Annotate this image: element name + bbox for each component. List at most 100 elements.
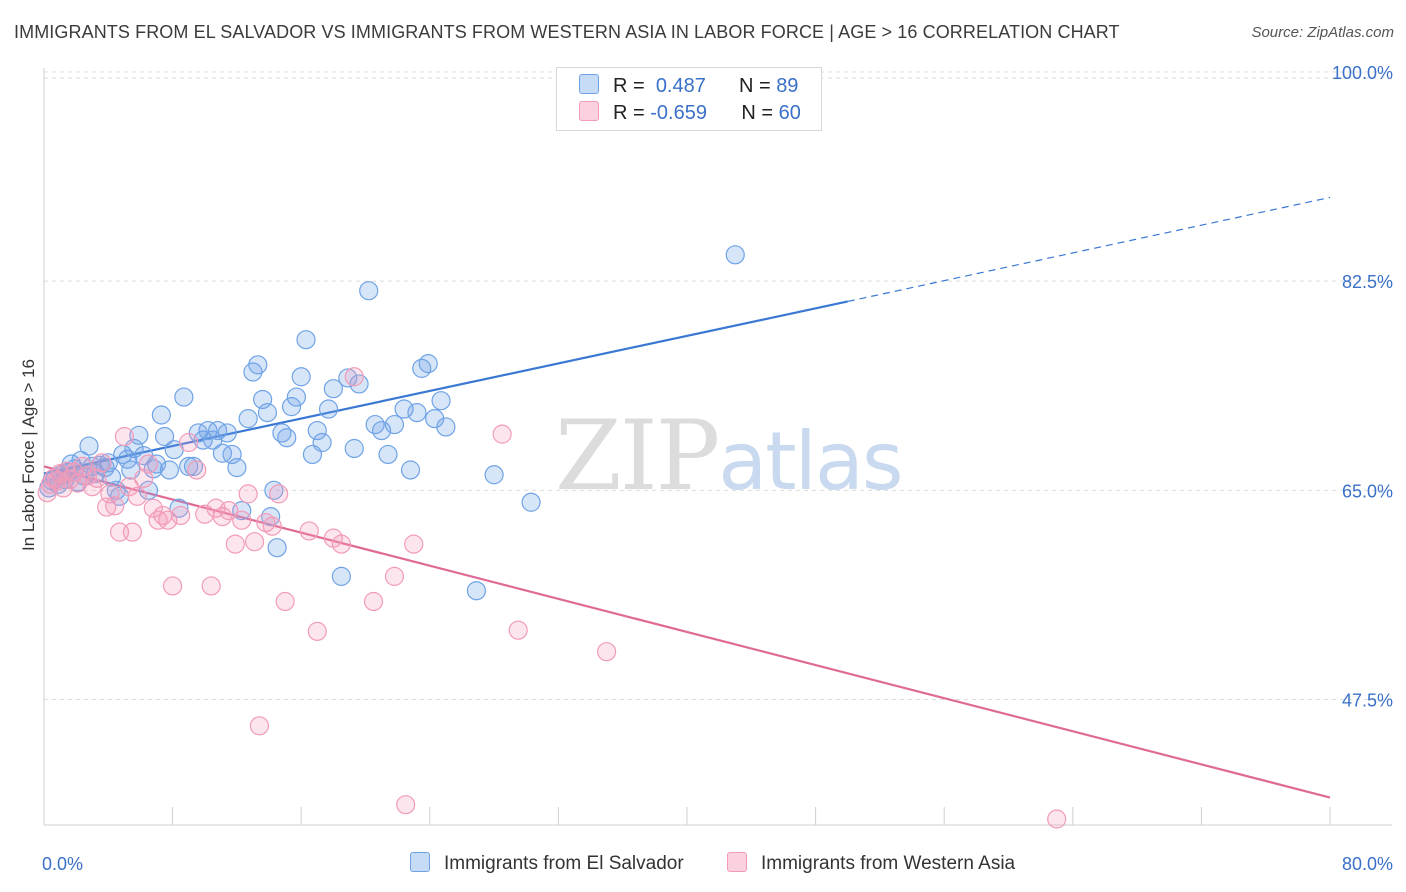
point-western-asia xyxy=(122,522,143,542)
bottom-legend-western-asia: Immigrants from Western Asia xyxy=(727,852,1015,875)
legend-swatch-western-asia xyxy=(579,101,599,121)
point-western-asia xyxy=(275,591,295,612)
point-western-asia xyxy=(114,426,134,447)
point-el-salvador xyxy=(291,367,311,387)
trend-line-el-salvador-extension xyxy=(847,196,1331,303)
point-el-salvador xyxy=(248,355,268,375)
point-el-salvador xyxy=(169,498,189,518)
legend-n-label: N = xyxy=(738,75,771,97)
point-el-salvador xyxy=(183,456,204,477)
legend-n-value: 89 xyxy=(776,75,799,97)
point-western-asia xyxy=(201,576,221,596)
bottom-legend-label-el-salvador: Immigrants from El Salvador xyxy=(444,853,684,874)
point-el-salvador xyxy=(193,430,213,450)
point-el-salvador xyxy=(466,581,487,601)
point-western-asia xyxy=(105,496,125,516)
point-el-salvador xyxy=(521,492,541,512)
point-el-salvador xyxy=(296,330,316,350)
point-el-salvador xyxy=(400,460,421,480)
point-western-asia xyxy=(508,620,528,640)
point-el-salvador xyxy=(318,399,339,419)
point-el-salvador xyxy=(384,414,405,435)
point-el-salvador xyxy=(338,368,358,388)
x-tick-label: 0.0% xyxy=(42,854,83,874)
y-axis-label: In Labor Force | Age > 16 xyxy=(19,359,38,551)
legend-n-label: N = xyxy=(741,102,774,124)
point-western-asia xyxy=(384,566,405,586)
y-tick-label: 82.5% xyxy=(1342,272,1393,292)
point-western-asia xyxy=(92,453,112,473)
tick-labels: 100.0% 82.5% 65.0% 47.5% 0.0% 80.0% xyxy=(42,63,1393,874)
point-western-asia xyxy=(138,454,159,474)
legend-row-el-salvador: R = 0.487 N = 89 xyxy=(579,74,798,100)
point-western-asia xyxy=(87,468,107,488)
watermark: ZIPatlas xyxy=(555,400,904,512)
point-el-salvador xyxy=(159,460,179,480)
point-western-asia xyxy=(299,521,319,541)
point-el-salvador xyxy=(129,425,149,445)
point-el-salvador xyxy=(407,403,427,423)
point-western-asia xyxy=(163,576,183,596)
trend-lines xyxy=(43,196,1331,799)
point-el-salvador xyxy=(286,387,306,407)
point-el-salvador xyxy=(198,420,218,441)
point-western-asia xyxy=(127,486,147,506)
data-points xyxy=(37,245,1067,829)
legend-r-value: -0.659 xyxy=(650,102,707,124)
point-el-salvador xyxy=(217,423,237,443)
watermark-zip: ZIP xyxy=(555,400,720,512)
bottom-legend-el-salvador: Immigrants from El Salvador xyxy=(410,852,684,875)
point-western-asia xyxy=(331,534,351,554)
point-el-salvador xyxy=(277,428,297,448)
point-el-salvador xyxy=(484,465,504,485)
legend-r-label: R = xyxy=(613,102,645,124)
point-el-salvador xyxy=(331,566,351,586)
point-western-asia xyxy=(363,591,384,612)
legend-swatch-el-salvador xyxy=(579,74,599,94)
point-western-asia xyxy=(404,534,424,554)
correlation-legend: R = 0.487 N = 89 R = -0.659 N = 60 xyxy=(556,67,822,131)
point-el-salvador xyxy=(359,281,379,301)
bottom-legend-swatch-western-asia xyxy=(727,852,747,872)
point-western-asia xyxy=(1047,809,1067,829)
point-el-salvador xyxy=(151,405,171,425)
point-western-asia xyxy=(262,516,282,536)
point-western-asia xyxy=(179,432,199,453)
point-el-salvador xyxy=(79,436,99,456)
point-western-asia xyxy=(269,484,289,504)
point-western-asia xyxy=(225,534,245,554)
point-el-salvador xyxy=(307,420,327,441)
point-western-asia xyxy=(597,642,617,662)
point-el-salvador xyxy=(98,453,118,473)
point-el-salvador xyxy=(257,403,278,423)
source-label: Source: ZipAtlas.com xyxy=(1251,24,1394,41)
point-el-salvador xyxy=(154,426,175,447)
point-western-asia xyxy=(249,716,270,736)
point-western-asia xyxy=(100,484,120,504)
point-western-asia xyxy=(119,477,139,497)
point-el-salvador xyxy=(212,443,233,463)
point-western-asia xyxy=(492,424,512,444)
legend-row-western-asia: R = -0.659 N = 60 xyxy=(579,101,801,127)
point-western-asia xyxy=(187,460,207,480)
point-el-salvador xyxy=(418,354,438,374)
trend-line-el-salvador xyxy=(43,300,848,475)
point-western-asia xyxy=(134,468,154,488)
point-western-asia xyxy=(143,498,163,518)
trend-line-western-asia xyxy=(43,465,1331,799)
point-western-asia xyxy=(244,532,265,552)
point-western-asia xyxy=(232,510,252,530)
y-tick-label: 65.0% xyxy=(1342,481,1393,501)
point-el-salvador xyxy=(431,391,451,411)
point-western-asia xyxy=(396,795,416,815)
x-tick-label: 80.0% xyxy=(1342,854,1393,874)
y-tick-label: 47.5% xyxy=(1342,690,1393,710)
point-el-salvador xyxy=(281,397,302,417)
point-el-salvador xyxy=(312,432,332,453)
point-el-salvador xyxy=(436,417,456,437)
point-western-asia xyxy=(307,621,327,641)
y-tick-label: 100.0% xyxy=(1332,63,1393,83)
point-el-salvador xyxy=(117,449,138,469)
point-el-salvador xyxy=(344,438,364,459)
